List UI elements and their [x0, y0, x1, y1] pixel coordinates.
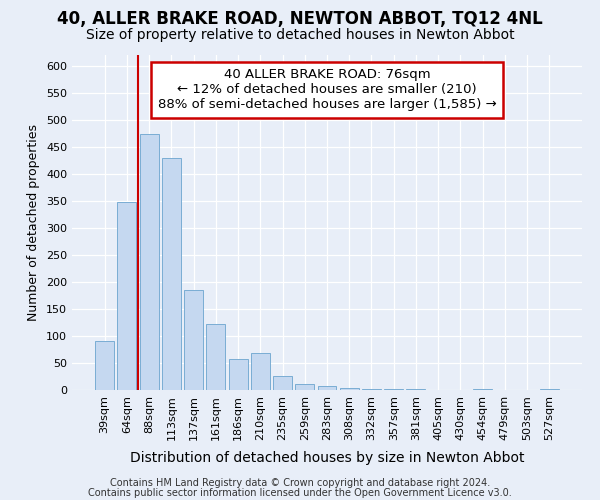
- Bar: [118, 202, 136, 390]
- Bar: [340, 388, 359, 390]
- Bar: [362, 389, 381, 390]
- Bar: [251, 354, 270, 390]
- Text: Contains HM Land Registry data © Crown copyright and database right 2024.: Contains HM Land Registry data © Crown c…: [110, 478, 490, 488]
- Bar: [140, 134, 158, 390]
- Text: 40, ALLER BRAKE ROAD, NEWTON ABBOT, TQ12 4NL: 40, ALLER BRAKE ROAD, NEWTON ABBOT, TQ12…: [57, 10, 543, 28]
- Bar: [295, 384, 314, 390]
- Text: Contains public sector information licensed under the Open Government Licence v3: Contains public sector information licen…: [88, 488, 512, 498]
- Bar: [229, 359, 248, 390]
- Text: Size of property relative to detached houses in Newton Abbot: Size of property relative to detached ho…: [86, 28, 514, 42]
- Bar: [162, 158, 181, 390]
- Bar: [184, 290, 203, 390]
- Bar: [206, 324, 225, 390]
- Text: 40 ALLER BRAKE ROAD: 76sqm
← 12% of detached houses are smaller (210)
88% of sem: 40 ALLER BRAKE ROAD: 76sqm ← 12% of deta…: [158, 68, 496, 112]
- Bar: [317, 386, 337, 390]
- Y-axis label: Number of detached properties: Number of detached properties: [28, 124, 40, 321]
- X-axis label: Distribution of detached houses by size in Newton Abbot: Distribution of detached houses by size …: [130, 451, 524, 465]
- Bar: [273, 376, 292, 390]
- Bar: [95, 342, 114, 390]
